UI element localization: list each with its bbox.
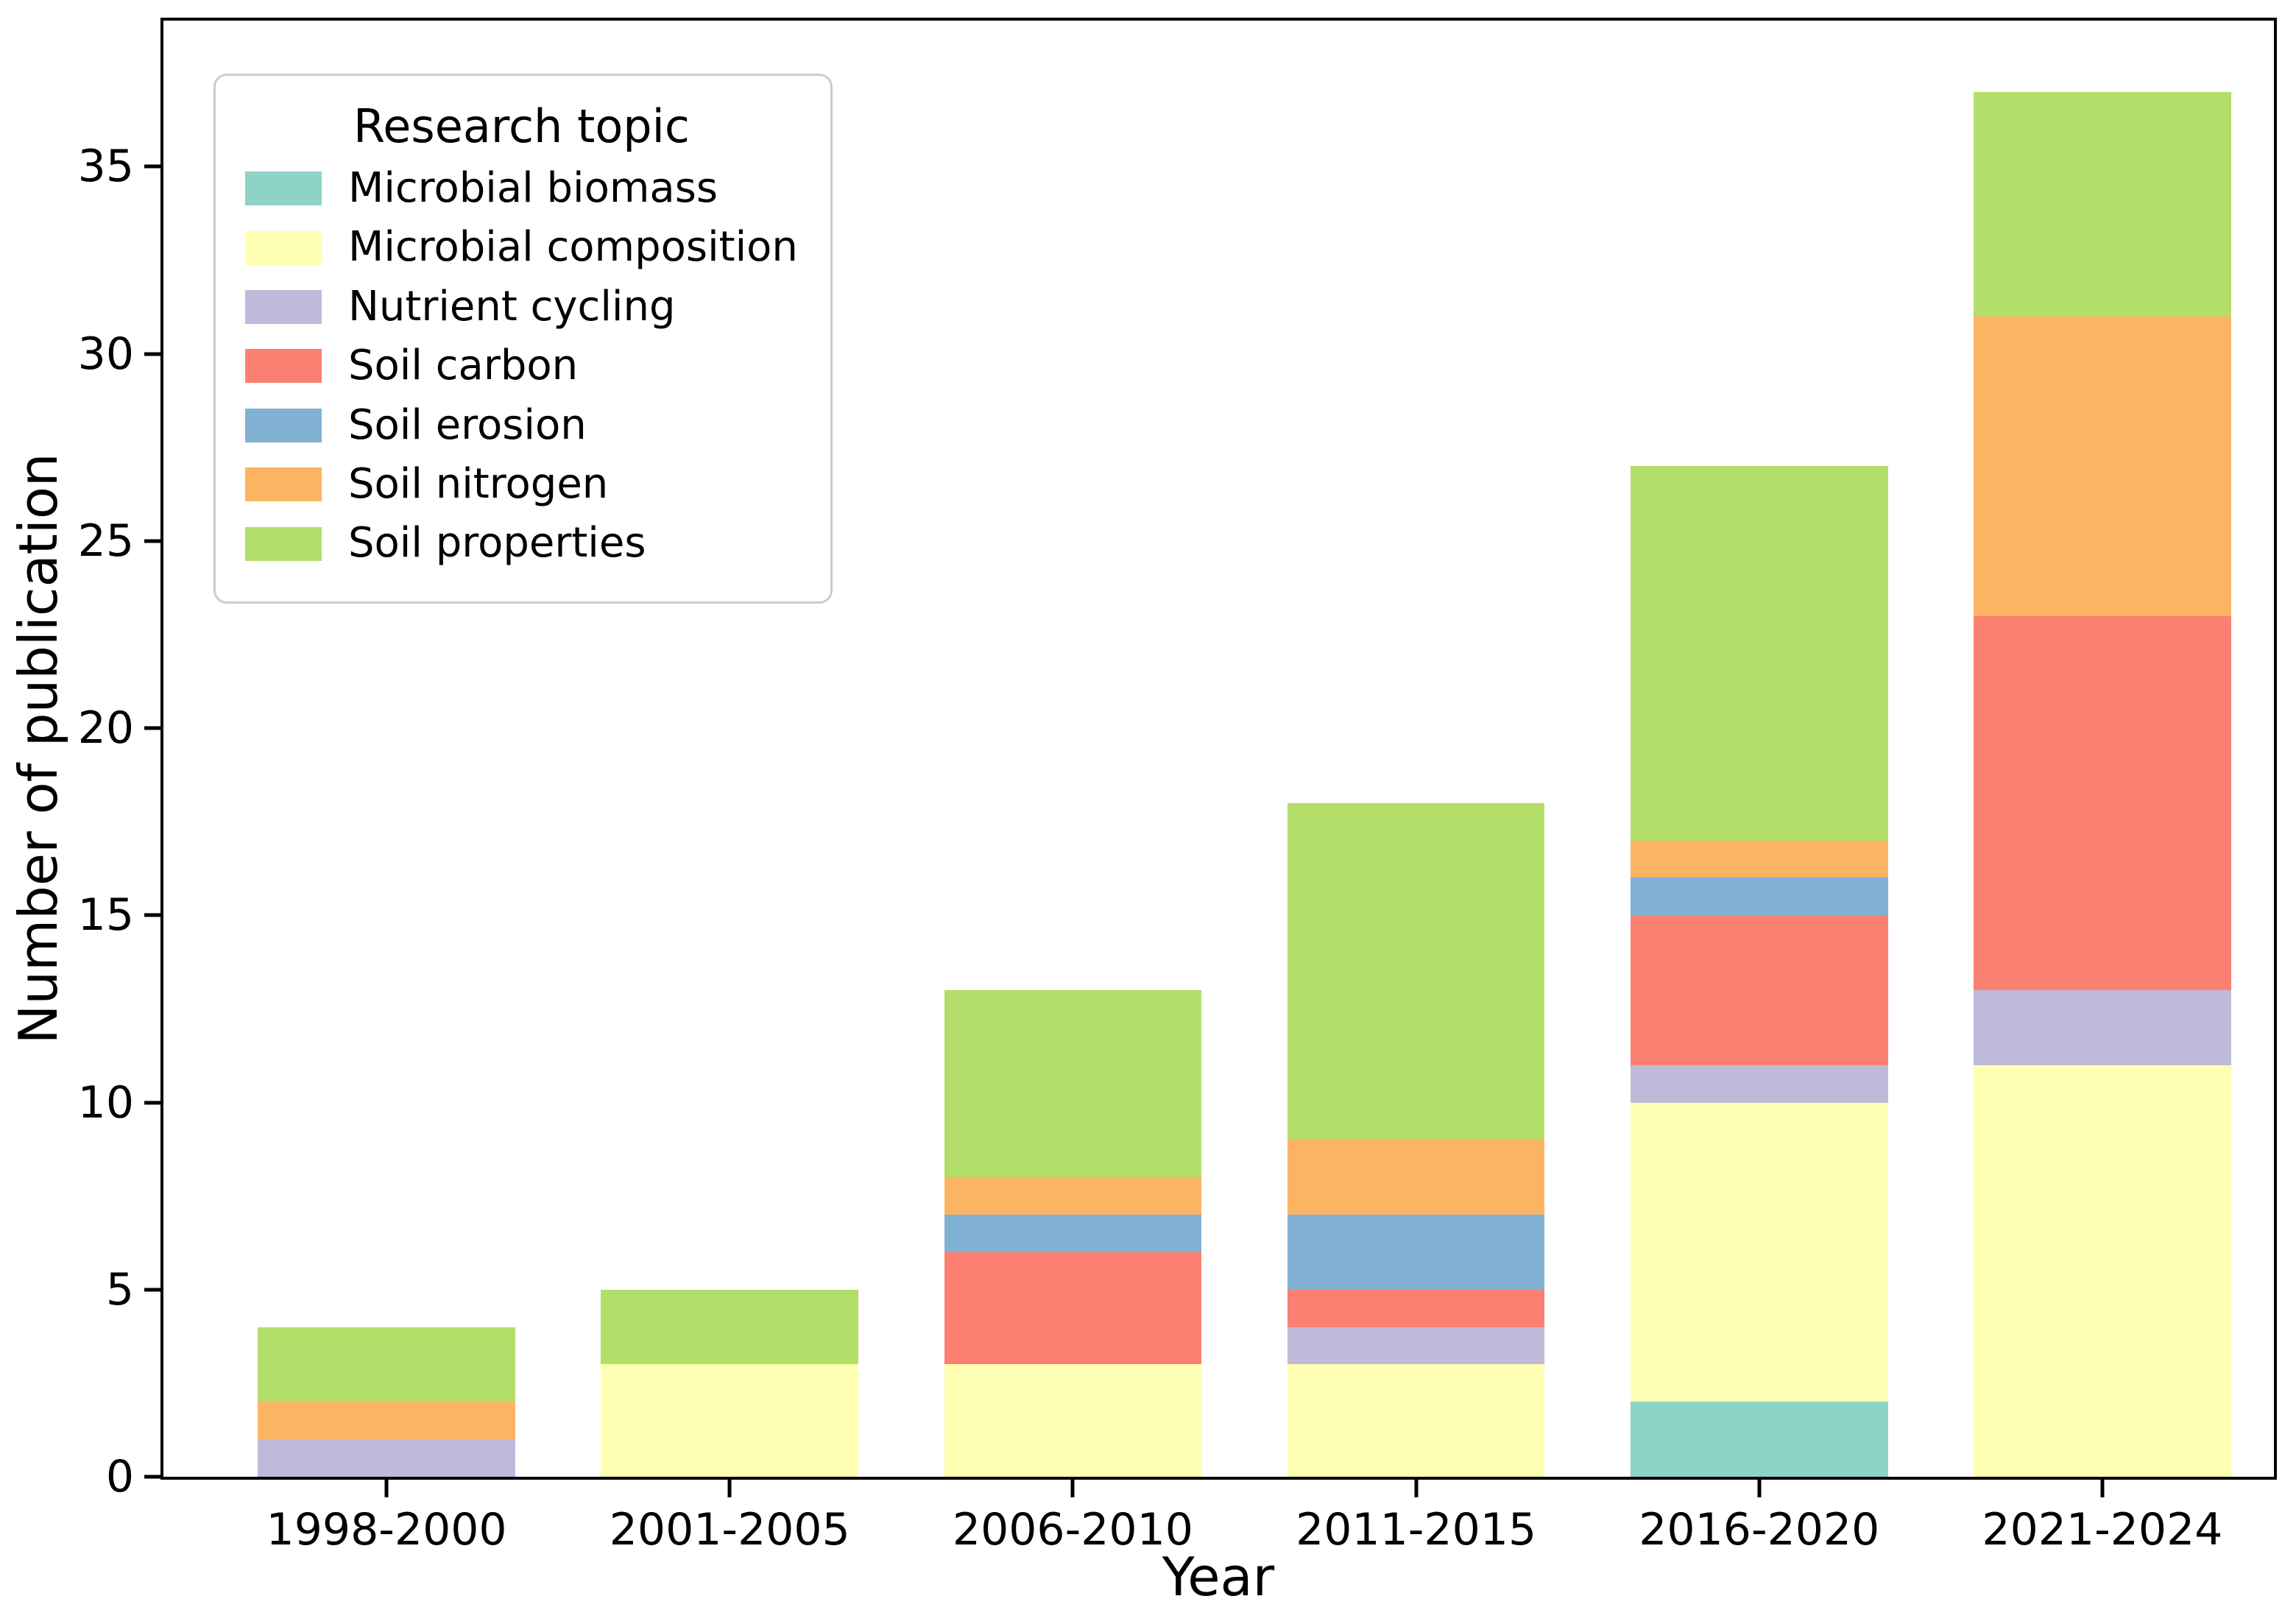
bars-container: 1998-2000 2001-2005 2006-2010 2011-2015 2016… [163,21,2274,1552]
bar-group-2001-2005: 2001-2005 [558,21,901,1552]
stacked-bar [1974,21,2231,1477]
bar-group-1998-2000: 1998-2000 [215,21,558,1552]
x-tick-mark [1757,1480,1762,1497]
legend-swatch [245,172,322,206]
bar-segment [601,1289,859,1365]
bar-segment [944,1215,1202,1252]
y-tick-mark [144,913,160,917]
x-tick-label: 2011-2015 [1296,1504,1537,1556]
bar-segment [1630,1402,1888,1477]
legend-title: Research topic [353,99,690,153]
y-tick-mark [144,539,160,543]
legend-label: Soil nitrogen [348,459,609,508]
x-tick-label: 2016-2020 [1639,1504,1880,1556]
stacked-bar [1630,21,1888,1477]
x-tick-mark [1414,1480,1419,1497]
legend-label: Soil carbon [348,342,579,390]
legend-item: Soil erosion [245,400,798,449]
bar-segment [1630,1064,1888,1103]
y-tick-mark [144,1475,160,1479]
x-tick-mark [2100,1480,2105,1497]
y-axis-label: Number of publication [7,453,69,1045]
legend-swatch [245,408,322,442]
x-tick-mark [727,1480,732,1497]
y-tick-mark [144,164,160,169]
bar-segment [1287,1140,1545,1215]
bar-segment [258,1327,515,1402]
bar-segment [1287,1215,1545,1290]
legend-item: Soil properties [245,519,798,568]
y-tick-label: 30 [77,328,134,380]
x-tick-label: 2001-2005 [609,1504,850,1556]
x-tick-label: 2006-2010 [952,1504,1193,1556]
y-tick-label: 15 [77,889,134,942]
stacked-bar [601,21,859,1477]
x-tick-label: 2021-2024 [1982,1504,2223,1556]
y-tick-mark [144,726,160,730]
legend-item: Microbial biomass [245,164,798,212]
bar-group-2006-2010: 2006-2010 [901,21,1244,1552]
bar-segment [1287,802,1545,1140]
y-tick-label: 20 [77,702,134,755]
legend-label: Microbial biomass [348,164,718,212]
bar-segment [944,990,1202,1178]
legend-item: Soil nitrogen [245,459,798,508]
bar-segment [1974,1064,2231,1477]
bar-segment [1974,615,2231,990]
y-tick-mark [144,1101,160,1105]
bar-segment [1974,91,2231,317]
y-tick-label: 5 [105,1263,134,1316]
y-tick-label: 35 [77,141,134,193]
bar-segment [1974,989,2231,1065]
stacked-bar [258,21,515,1477]
legend-swatch [245,526,322,561]
legend-label: Soil erosion [348,400,587,449]
y-tick-mark [144,1288,160,1292]
bar-segment [1287,1327,1545,1365]
bar-segment [601,1364,859,1477]
y-tick-mark [144,352,160,356]
legend-label: Soil properties [348,519,646,568]
legend-swatch [245,289,322,324]
bar-segment [1630,1102,1888,1402]
legend-swatch [245,230,322,265]
legend-item: Microbial composition [245,223,798,272]
bar-group-2016-2020: 2016-2020 [1588,21,1931,1552]
bar-segment [1287,1364,1545,1477]
bar-segment [1630,466,1888,841]
legend-item: Soil carbon [245,342,798,389]
bar-segment [258,1439,515,1477]
stacked-bar [944,21,1202,1477]
bar-segment [1630,878,1888,916]
legend-item: Nutrient cycling [245,283,798,331]
bar-group-2011-2015: 2011-2015 [1245,21,1588,1552]
bar-segment [944,1364,1202,1477]
legend-label: Nutrient cycling [348,282,676,331]
x-tick-mark [1070,1480,1075,1497]
bar-segment [258,1402,515,1440]
bar-segment [1974,316,2231,616]
legend-label: Microbial composition [348,223,798,272]
legend-swatch [245,467,322,502]
bar-segment [1630,915,1888,1065]
stacked-bar [1287,21,1545,1477]
bar-group-2021-2024: 2021-2024 [1931,21,2274,1552]
y-tick-label: 10 [77,1076,134,1129]
legend-items: Microbial biomass Microbial composition Nu… [245,164,798,568]
y-tick-label: 0 [105,1451,134,1503]
x-tick-mark [384,1480,389,1497]
x-tick-label: 1998-2000 [266,1504,507,1556]
bar-segment [1630,840,1888,878]
y-tick-label: 25 [77,515,134,567]
legend-swatch [245,349,322,384]
bar-segment [1287,1289,1545,1327]
bar-segment [944,1177,1202,1215]
plot-area: 0 5 10 15 20 25 30 35 1998-2000 2001-2005 2006-20… [78,18,2277,1552]
legend: Research topic Microbial biomass Microbia… [213,74,833,604]
bar-segment [944,1251,1202,1365]
x-axis-label: Year [1162,1546,1275,1608]
